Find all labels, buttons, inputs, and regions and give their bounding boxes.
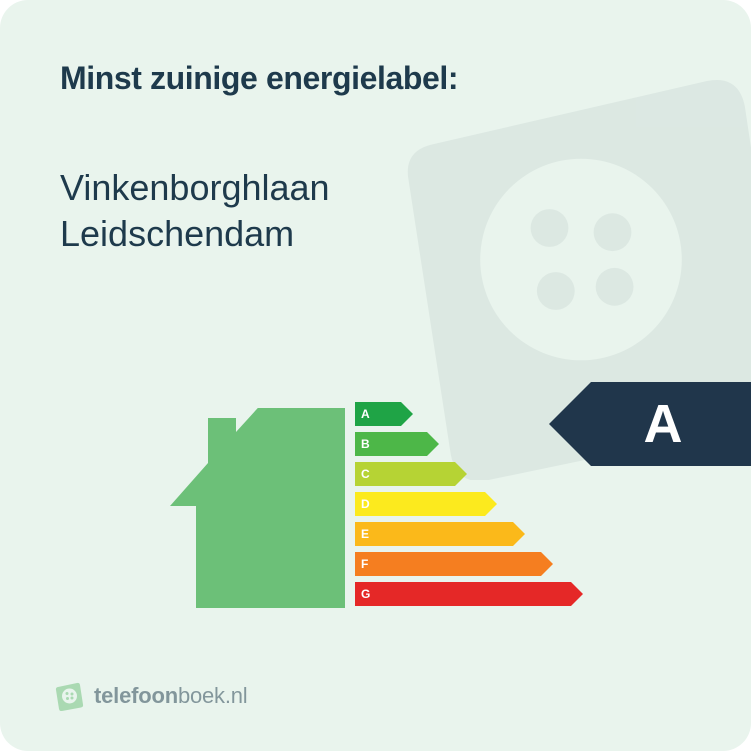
house-icon xyxy=(170,408,345,608)
energy-bar-letter: A xyxy=(361,402,370,426)
footer-brand: telefoonboek.nl xyxy=(54,681,248,711)
result-badge-arrow xyxy=(549,382,591,466)
result-badge-body: A xyxy=(591,382,751,466)
energy-bar-letter: G xyxy=(361,582,370,606)
energy-label-card: Minst zuinige energielabel: Vinkenborghl… xyxy=(0,0,751,751)
brand-text-light: boek.nl xyxy=(178,683,248,708)
energy-label-chart: ABCDEFG xyxy=(170,390,570,620)
address-line-1: Vinkenborghlaan xyxy=(60,165,330,211)
brand-book-icon xyxy=(54,681,84,711)
energy-bar-e: E xyxy=(355,522,655,546)
energy-bar-letter: B xyxy=(361,432,370,456)
address-line-2: Leidschendam xyxy=(60,211,330,257)
address-block: Vinkenborghlaan Leidschendam xyxy=(60,165,330,257)
energy-bar-d: D xyxy=(355,492,655,516)
energy-bar-g: G xyxy=(355,582,655,606)
energy-bar-letter: C xyxy=(361,462,370,486)
brand-text: telefoonboek.nl xyxy=(94,683,248,709)
result-badge: A xyxy=(549,382,751,466)
energy-bar-letter: E xyxy=(361,522,369,546)
energy-bar-f: F xyxy=(355,552,655,576)
brand-text-bold: telefoon xyxy=(94,683,178,708)
card-title: Minst zuinige energielabel: xyxy=(60,60,458,97)
energy-bar-letter: D xyxy=(361,492,370,516)
energy-bar-letter: F xyxy=(361,552,368,576)
result-badge-letter: A xyxy=(644,393,683,455)
